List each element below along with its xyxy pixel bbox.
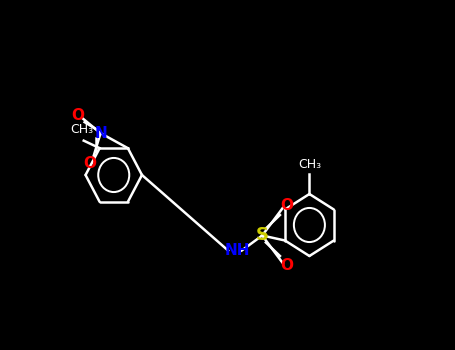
Text: O: O [71,108,84,123]
Text: O: O [281,258,294,273]
Text: O: O [281,198,294,213]
Text: CH₃: CH₃ [298,159,321,172]
Text: N: N [94,126,107,141]
Text: NH: NH [224,243,250,258]
Text: CH₃: CH₃ [70,122,93,136]
Text: O: O [84,156,96,171]
Text: S: S [256,226,269,245]
